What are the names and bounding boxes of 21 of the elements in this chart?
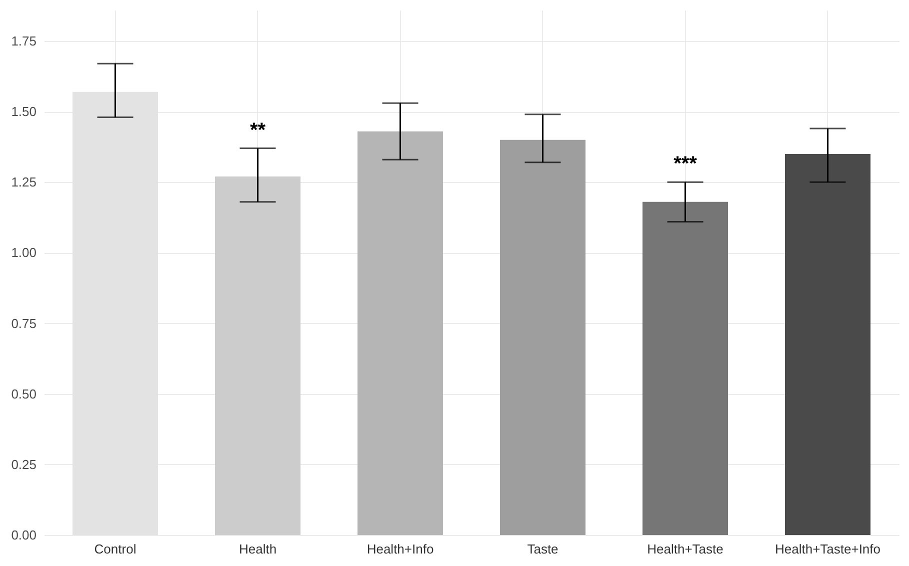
y-tick-label: 1.25 bbox=[11, 174, 36, 190]
y-tick-label: 1.75 bbox=[11, 34, 36, 49]
annotation: ** bbox=[250, 119, 266, 142]
x-tick-label: Taste bbox=[527, 542, 558, 556]
annotation: *** bbox=[674, 153, 698, 176]
x-tick-label: Health bbox=[238, 542, 277, 556]
y-tick-label: 0.25 bbox=[11, 456, 36, 472]
x-tick-label: Health+Taste bbox=[647, 542, 724, 556]
bar bbox=[785, 154, 870, 535]
y-tick-label: 0.50 bbox=[11, 386, 36, 402]
bar bbox=[215, 176, 300, 535]
bar bbox=[358, 131, 443, 535]
x-tick-label: Health+Info bbox=[366, 542, 434, 556]
y-tick-label: 0.75 bbox=[11, 316, 36, 331]
y-tick-label: 1.50 bbox=[11, 104, 36, 120]
y-tick-label: 0.00 bbox=[11, 528, 36, 542]
y-tick-label: 1.00 bbox=[11, 245, 36, 260]
x-tick-label: Health+Taste+Info bbox=[774, 542, 881, 556]
x-tick-label: Control bbox=[94, 542, 136, 556]
bar bbox=[642, 202, 728, 535]
bar bbox=[500, 140, 586, 535]
